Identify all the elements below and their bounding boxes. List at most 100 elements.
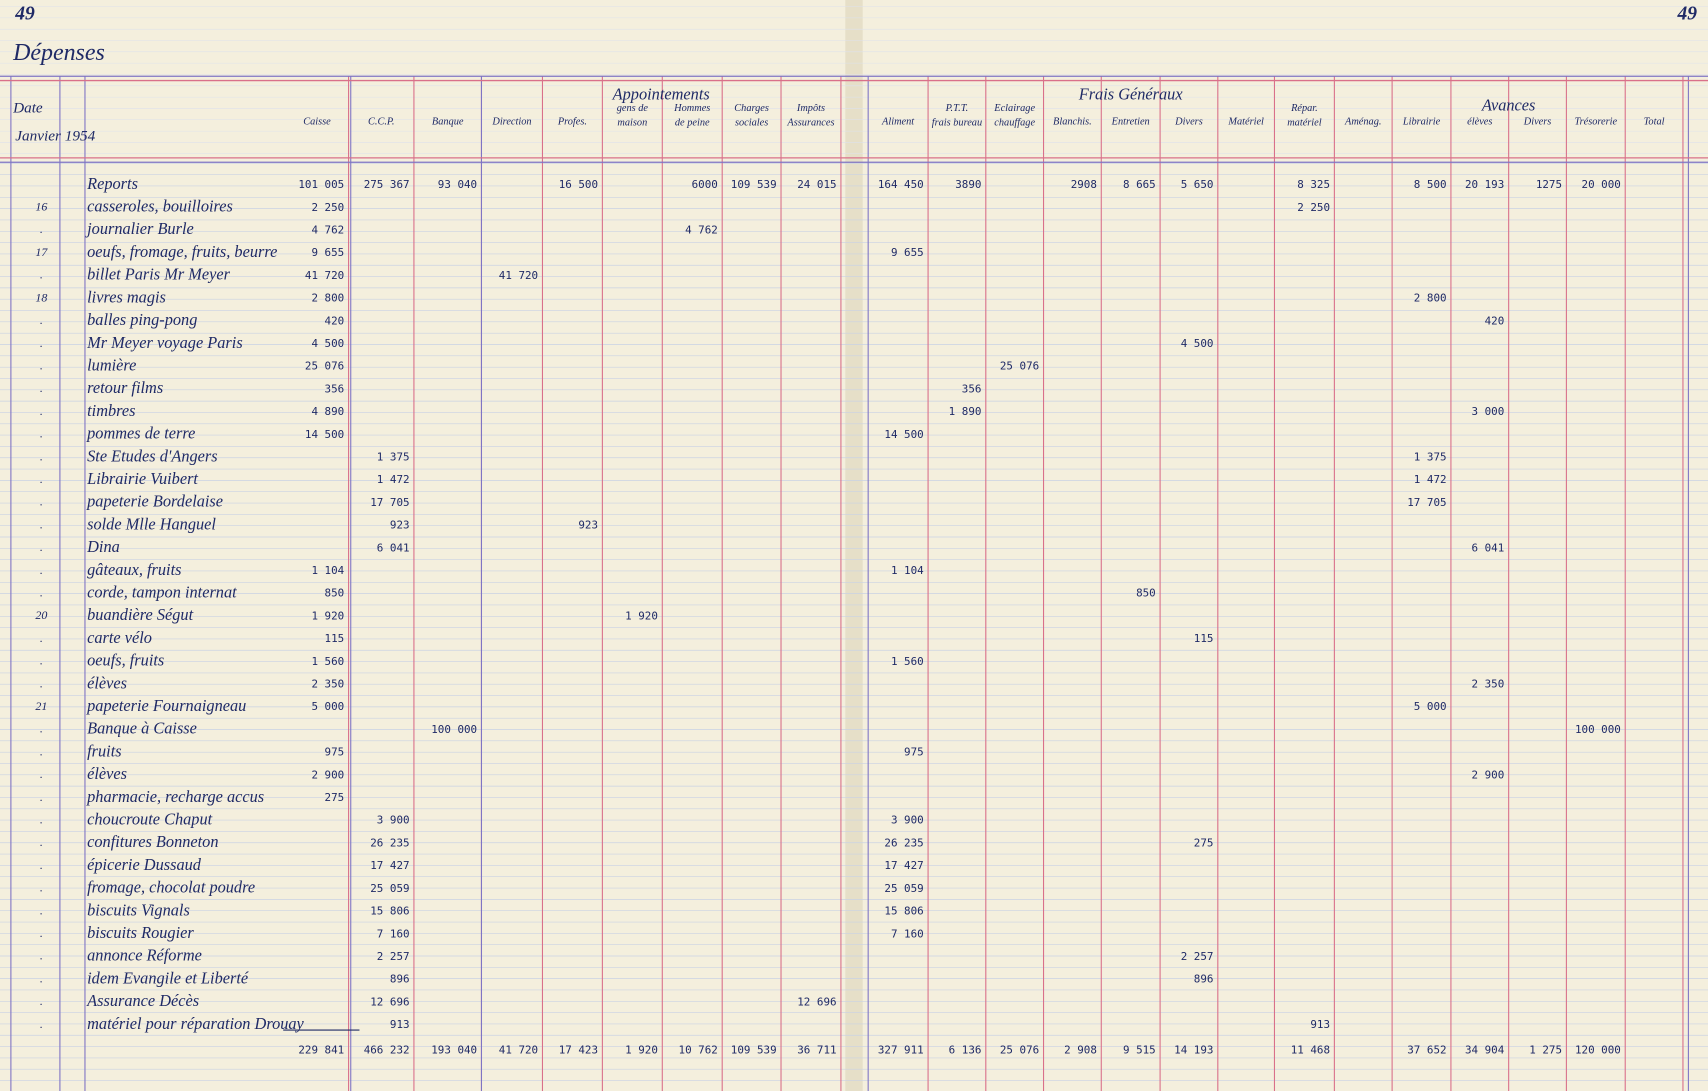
entry-date: .: [40, 495, 43, 509]
entry-amount: 4 500: [311, 337, 344, 350]
entry-amount: 5 650: [1181, 178, 1214, 191]
column-total: 120 000: [1575, 1044, 1621, 1057]
entry-amount: 1 890: [949, 405, 982, 418]
entry-amount: 26 235: [884, 836, 923, 849]
entry-amount: 913: [1310, 1018, 1330, 1031]
column-header: de peine: [675, 117, 710, 128]
entry-amount: 923: [390, 519, 410, 532]
entry-date: 18: [35, 290, 47, 304]
entry-date: .: [40, 472, 43, 486]
entry-label: Dina: [86, 537, 120, 556]
entry-date: .: [40, 858, 43, 872]
entry-date: 17: [35, 245, 48, 259]
column-header: Aliment: [881, 116, 915, 127]
entry-label: idem Evangile et Liberté: [87, 968, 249, 987]
entry-date: .: [40, 722, 43, 736]
gutter: [845, 0, 863, 1091]
entry-amount: 923: [578, 519, 598, 532]
entry-label: pharmacie, recharge accus: [86, 787, 264, 806]
column-header: Trésorerie: [1574, 116, 1617, 127]
entry-date: .: [40, 404, 43, 418]
entry-amount: 20 193: [1465, 178, 1504, 191]
entry-amount: 1 472: [1414, 473, 1447, 486]
entry-label: buandière Ségut: [87, 605, 193, 624]
entry-amount: 975: [904, 746, 924, 759]
entry-label: pommes de terre: [86, 424, 195, 443]
entry-label: Assurance Décès: [86, 991, 199, 1010]
column-header: Charges: [734, 103, 769, 114]
entry-amount: 25 059: [884, 882, 923, 895]
entry-date: .: [40, 744, 43, 758]
entry-amount: 4 500: [1181, 337, 1214, 350]
column-header: Banque: [432, 116, 464, 127]
column-header: Hommes: [673, 103, 710, 114]
entry-amount: 3 000: [1472, 405, 1505, 418]
entry-amount: 2 257: [377, 950, 410, 963]
entry-label: livres magis: [87, 287, 166, 306]
entry-amount: 2 250: [1297, 201, 1330, 214]
entry-date: .: [40, 971, 43, 985]
entry-label: balles ping-pong: [87, 310, 197, 329]
column-header: Matériel: [1227, 116, 1264, 127]
column-total: 1 920: [625, 1044, 658, 1057]
column-header: matériel: [1287, 117, 1322, 128]
entry-amount: 20 000: [1582, 178, 1621, 191]
entry-date: .: [40, 585, 43, 599]
entry-amount: 2 900: [1472, 768, 1505, 781]
column-total: 229 841: [298, 1044, 344, 1057]
entry-amount: 5 000: [1414, 700, 1447, 713]
entry-label: annonce Réforme: [87, 946, 202, 965]
group-header: Avances: [1481, 95, 1536, 114]
entry-amount: 420: [325, 314, 345, 327]
column-header: Total: [1644, 116, 1665, 127]
entry-label: retour films: [87, 378, 163, 397]
column-header: Profes.: [557, 116, 587, 127]
entry-label: billet Paris Mr Meyer: [87, 265, 231, 284]
column-header: élèves: [1467, 116, 1492, 127]
entry-amount: 164 450: [878, 178, 924, 191]
entry-amount: 356: [325, 382, 345, 395]
entry-date: .: [40, 654, 43, 668]
entry-label: gâteaux, fruits: [87, 560, 181, 579]
entry-label: Banque à Caisse: [87, 719, 197, 738]
entry-label: oeufs, fruits: [87, 651, 164, 670]
entry-amount: 4 762: [311, 224, 344, 237]
entry-label: élèves: [87, 764, 127, 783]
entry-date: .: [40, 790, 43, 804]
column-total: 17 423: [559, 1044, 598, 1057]
column-header: gens de: [617, 103, 649, 114]
entry-amount: 9 655: [311, 246, 344, 259]
entry-amount: 115: [325, 632, 345, 645]
entry-label: oeufs, fromage, fruits, beurre: [87, 242, 277, 261]
entry-label: épicerie Dussaud: [87, 855, 202, 874]
entry-label: Ste Etudes d'Angers: [87, 446, 217, 465]
column-total: 36 711: [797, 1044, 836, 1057]
entry-amount: 24 015: [797, 178, 836, 191]
entry-amount: 41 720: [499, 269, 538, 282]
group-header: Appointements: [612, 85, 710, 104]
entry-date: 20: [35, 608, 47, 622]
column-total: 109 539: [731, 1044, 777, 1057]
entry-amount: 17 427: [884, 859, 923, 872]
page-number: 49: [14, 4, 35, 25]
entry-label: corde, tampon internat: [87, 582, 237, 601]
entry-amount: 6 041: [1472, 541, 1505, 554]
entry-label: papeterie Fournaigneau: [86, 696, 246, 715]
entry-amount: 356: [962, 382, 982, 395]
column-header: C.C.P.: [368, 116, 395, 127]
entry-amount: 8 325: [1297, 178, 1330, 191]
entry-amount: 1 375: [377, 451, 410, 464]
entry-amount: 275 367: [364, 178, 410, 191]
entry-amount: 1 375: [1414, 451, 1447, 464]
entry-amount: 17 705: [1407, 496, 1446, 509]
entry-label: Mr Meyer voyage Paris: [86, 333, 243, 352]
entry-label: papeterie Bordelaise: [86, 492, 223, 511]
entry-amount: 4 762: [685, 224, 718, 237]
entry-date: .: [40, 767, 43, 781]
column-total: 25 076: [1000, 1044, 1039, 1057]
page-number: 49: [1676, 4, 1697, 25]
entry-date: 16: [35, 200, 47, 214]
entry-amount: 850: [325, 587, 345, 600]
entry-date: .: [40, 222, 43, 236]
entry-amount: 275: [325, 791, 345, 804]
